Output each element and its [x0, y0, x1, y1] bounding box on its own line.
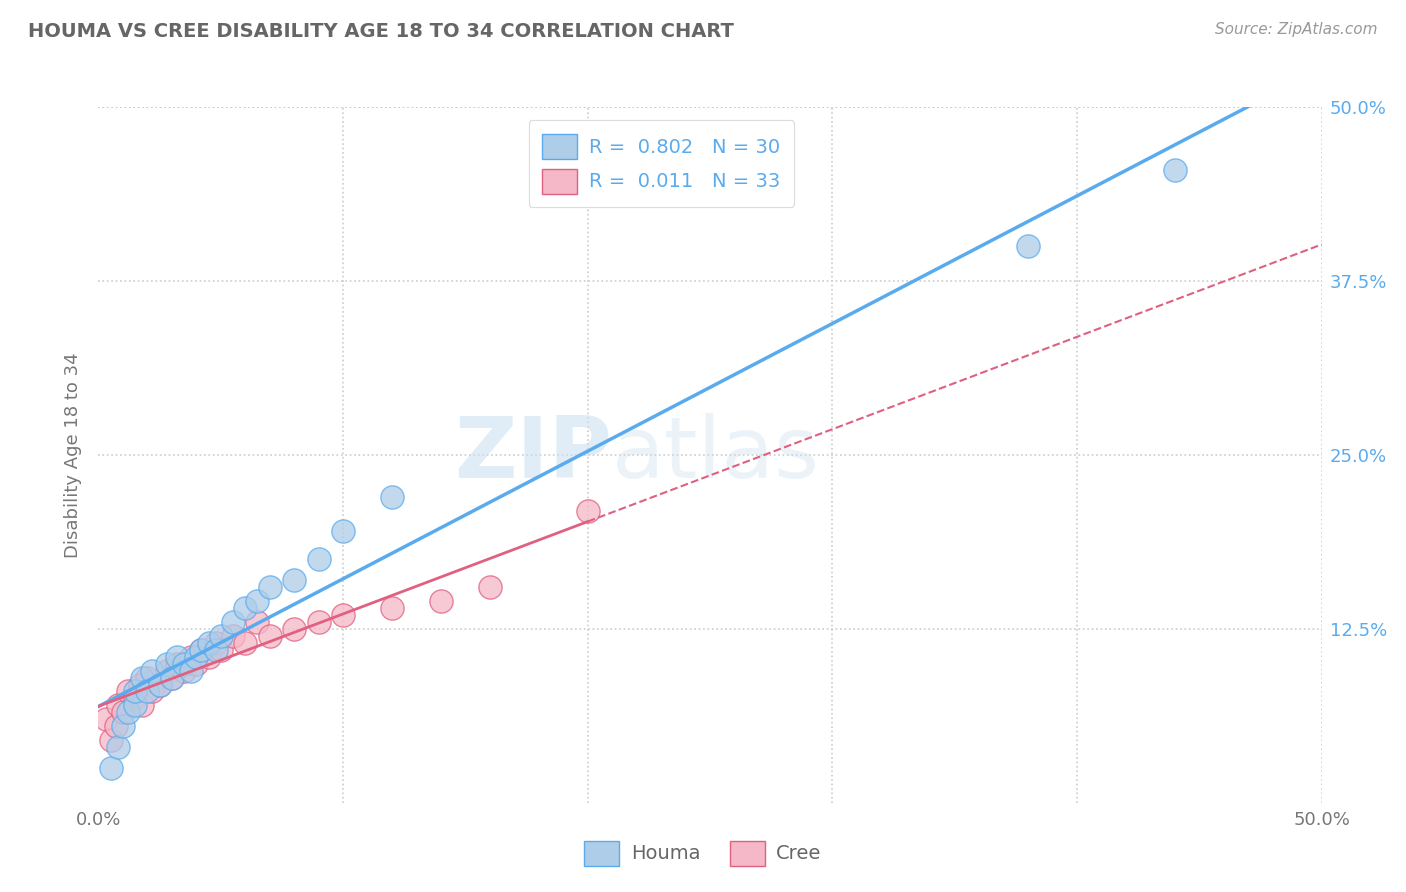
Point — [197, 649, 219, 664]
Point — [209, 642, 232, 657]
Point — [131, 698, 153, 713]
Text: Source: ZipAtlas.com: Source: ZipAtlas.com — [1215, 22, 1378, 37]
Point — [430, 594, 453, 608]
Point — [173, 657, 195, 671]
Text: ZIP: ZIP — [454, 413, 612, 497]
Point — [100, 761, 122, 775]
Point — [156, 664, 179, 678]
Point — [381, 601, 404, 615]
Point — [100, 733, 122, 747]
Point — [332, 607, 354, 622]
Point — [205, 636, 228, 650]
Y-axis label: Disability Age 18 to 34: Disability Age 18 to 34 — [65, 352, 83, 558]
Point — [111, 706, 134, 720]
Point — [308, 552, 330, 566]
Point — [259, 629, 281, 643]
Point — [117, 684, 139, 698]
Point — [124, 691, 146, 706]
Point — [107, 740, 129, 755]
Point — [381, 490, 404, 504]
Text: HOUMA VS CREE DISABILITY AGE 18 TO 34 CORRELATION CHART: HOUMA VS CREE DISABILITY AGE 18 TO 34 CO… — [28, 22, 734, 41]
Point — [246, 594, 269, 608]
Point — [209, 629, 232, 643]
Point — [283, 573, 305, 587]
Point — [283, 622, 305, 636]
Legend: R =  0.802   N = 30, R =  0.011   N = 33: R = 0.802 N = 30, R = 0.011 N = 33 — [529, 120, 793, 207]
Point — [246, 615, 269, 629]
Legend: Houma, Cree: Houma, Cree — [576, 833, 830, 873]
Point — [1017, 239, 1039, 253]
Point — [197, 636, 219, 650]
Point — [149, 677, 172, 691]
Point — [233, 601, 256, 615]
Point — [136, 684, 159, 698]
Point — [117, 706, 139, 720]
Point — [308, 615, 330, 629]
Point — [166, 657, 188, 671]
Point — [111, 719, 134, 733]
Point — [190, 642, 212, 657]
Point — [149, 677, 172, 691]
Point — [94, 712, 117, 726]
Point — [576, 503, 599, 517]
Point — [205, 642, 228, 657]
Point — [166, 649, 188, 664]
Point — [141, 664, 163, 678]
Point — [107, 698, 129, 713]
Point — [259, 580, 281, 594]
Point — [124, 684, 146, 698]
Point — [222, 615, 245, 629]
Point — [156, 657, 179, 671]
Point — [104, 719, 127, 733]
Point — [180, 649, 202, 664]
Point — [1164, 162, 1187, 177]
Point — [233, 636, 256, 650]
Point — [186, 649, 208, 664]
Text: atlas: atlas — [612, 413, 820, 497]
Point — [186, 657, 208, 671]
Point — [141, 684, 163, 698]
Point — [180, 664, 202, 678]
Point — [173, 664, 195, 678]
Point — [222, 629, 245, 643]
Point — [478, 580, 501, 594]
Point — [332, 524, 354, 539]
Point — [131, 671, 153, 685]
Point — [190, 642, 212, 657]
Point — [124, 698, 146, 713]
Point — [136, 671, 159, 685]
Point — [129, 677, 152, 691]
Point — [160, 671, 183, 685]
Point — [160, 671, 183, 685]
